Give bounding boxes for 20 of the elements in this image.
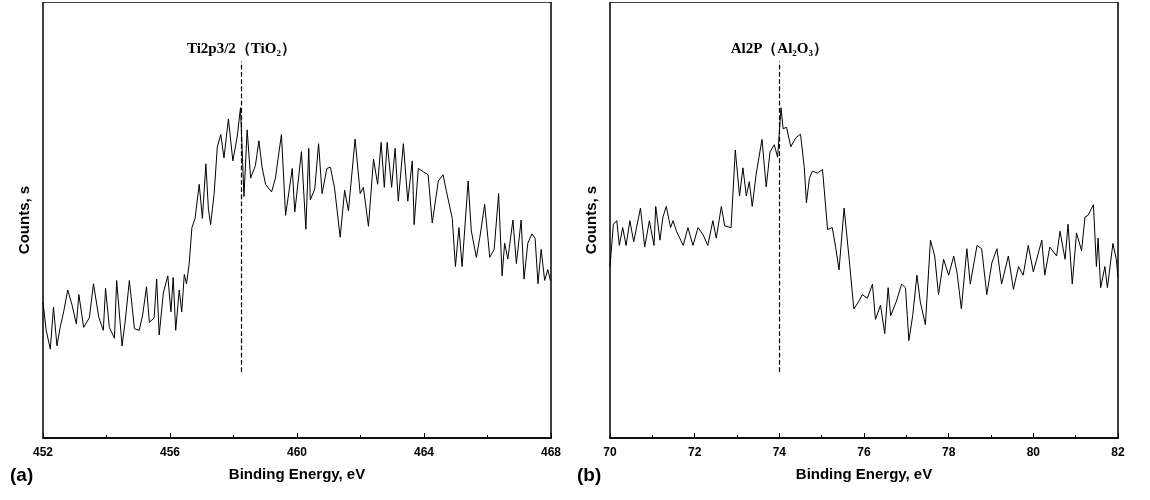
- x-tick-label: 82: [1111, 445, 1125, 459]
- x-tick-label: 70: [603, 445, 617, 459]
- x-tick-label: 460: [286, 445, 308, 459]
- y-axis-title: Counts, s: [582, 185, 599, 255]
- x-tick-label: 452: [32, 445, 54, 459]
- text: (b): [577, 464, 602, 485]
- x-tick-label: 456: [159, 445, 181, 459]
- x-axis-title: Binding Energy, eV: [228, 465, 366, 482]
- y-axis-title: Counts, s: [15, 185, 32, 255]
- x-tick-label: 78: [941, 445, 956, 459]
- x-tick-label: 76: [857, 445, 871, 459]
- x-tick-label: 72: [687, 445, 702, 459]
- ref-line-label: Al2P（Al₂O₃）: [730, 39, 828, 56]
- x-tick-label: 468: [540, 445, 562, 459]
- text: (a): [10, 464, 34, 485]
- x-tick-label: 80: [1026, 445, 1041, 459]
- x-tick-label: 464: [413, 445, 435, 459]
- ref-line-label: Ti2p3/2（TiO₂）: [186, 39, 296, 56]
- x-axis-title: Binding Energy, eV: [795, 465, 933, 482]
- x-tick-label: 74: [772, 445, 787, 459]
